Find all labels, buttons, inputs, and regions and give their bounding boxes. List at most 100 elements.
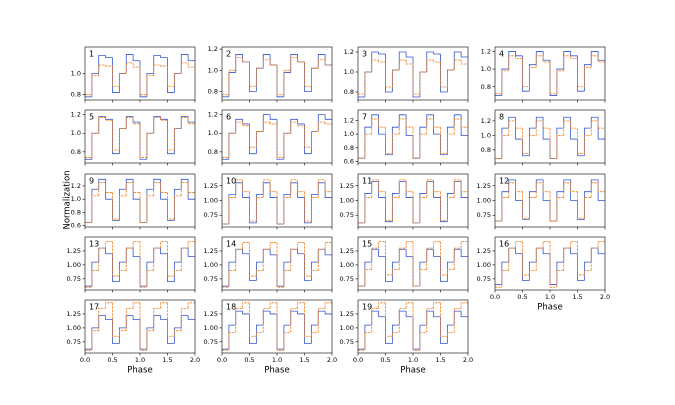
step-segment: [597, 182, 605, 193]
y-tick-label: 0.75: [477, 211, 491, 219]
step-segment: [391, 268, 400, 275]
step-segment: [508, 51, 516, 70]
step-segment: [262, 54, 271, 69]
step-segment: [508, 182, 516, 198]
step-segment: [98, 315, 106, 328]
y-tick-label: 0.75: [340, 211, 354, 219]
step-segment: [187, 62, 195, 68]
step-segment: [385, 62, 393, 88]
step-segment: [570, 179, 578, 201]
step-segment: [91, 75, 99, 95]
step-segment: [378, 179, 386, 193]
step-segment: [297, 311, 305, 315]
step-segment: [276, 254, 284, 287]
step-segment: [433, 181, 441, 198]
step-segment: [556, 197, 564, 222]
step-segment: [453, 51, 462, 70]
step-segment: [453, 118, 462, 135]
step-segment: [364, 197, 372, 223]
step-segment: [269, 59, 277, 66]
panel: 0.75 1.00 1.25 12: [477, 173, 606, 230]
step-segment: [290, 248, 298, 263]
step-segment: [112, 120, 120, 151]
step-segment: [453, 179, 462, 198]
step-segment: [426, 247, 434, 270]
step-segment: [283, 261, 291, 287]
step-segment: [255, 130, 264, 148]
step-segment: [391, 261, 400, 282]
step-segment: [405, 60, 413, 65]
step-segment: [535, 247, 544, 271]
step-segment: [283, 132, 291, 160]
step-segment: [391, 331, 400, 337]
step-segment: [160, 179, 168, 200]
x-tick-label: 0.0: [217, 356, 227, 364]
step-segment: [412, 127, 420, 159]
x-tick-label: 1.0: [408, 356, 418, 364]
step-segment: [563, 120, 571, 136]
step-segment: [412, 302, 420, 351]
step-segment: [419, 71, 427, 97]
step-segment: [522, 55, 530, 92]
step-segment: [160, 315, 168, 320]
step-segment: [385, 316, 393, 344]
step-segment: [139, 256, 147, 287]
step-segment: [549, 200, 557, 222]
step-segment: [187, 248, 195, 257]
step-segment: [105, 315, 113, 320]
step-segment: [385, 256, 393, 283]
step-segment: [535, 116, 544, 129]
step-segment: [283, 69, 291, 95]
step-segment: [242, 182, 250, 198]
step-segment: [324, 182, 332, 198]
step-segment: [556, 270, 564, 288]
step-segment: [98, 247, 106, 271]
step-segment: [297, 242, 305, 250]
step-segment: [460, 241, 468, 249]
step-segment: [453, 248, 462, 263]
step-segment: [378, 249, 386, 257]
panel-number: 1: [89, 50, 94, 59]
step-segment: [125, 307, 134, 331]
step-segment: [577, 128, 585, 154]
step-segment: [590, 55, 599, 68]
panel-number: 11: [362, 177, 372, 186]
y-tick-label: 1.0: [71, 129, 81, 137]
y-tick-label: 1.00: [204, 324, 218, 332]
step-segment: [535, 182, 544, 198]
step-segment: [528, 191, 537, 220]
step-segment: [118, 128, 127, 150]
step-segment: [242, 179, 250, 193]
step-segment: [283, 331, 291, 351]
x-tick-label: 1.0: [545, 293, 555, 301]
step-segment: [228, 72, 236, 97]
step-segment: [139, 319, 147, 350]
step-segment: [132, 315, 140, 320]
step-segment: [304, 313, 312, 344]
step-segment: [570, 241, 578, 249]
step-segment: [153, 182, 161, 196]
y-tick-label: 1.00: [204, 261, 218, 269]
step-segment: [187, 241, 195, 249]
step-segment: [317, 310, 326, 326]
step-segment: [398, 114, 407, 128]
step-segment: [501, 135, 509, 159]
step-segment: [125, 247, 134, 271]
step-segment: [405, 52, 413, 58]
step-segment: [542, 248, 550, 255]
step-segment: [419, 71, 427, 94]
step-segment: [522, 58, 530, 88]
step-segment: [405, 249, 413, 257]
step-segment: [371, 179, 379, 198]
step-segment: [167, 253, 175, 283]
step-segment: [501, 270, 509, 288]
y-tick-label: 1.25: [340, 247, 354, 255]
y-tick-label: 0.8: [71, 91, 81, 99]
x-tick-label: 2.0: [190, 356, 200, 364]
step-segment: [297, 249, 305, 255]
step-segment: [91, 330, 99, 351]
step-segment: [160, 65, 168, 67]
step-segment: [412, 197, 420, 224]
step-segment: [297, 302, 305, 309]
step-segment: [173, 188, 182, 221]
